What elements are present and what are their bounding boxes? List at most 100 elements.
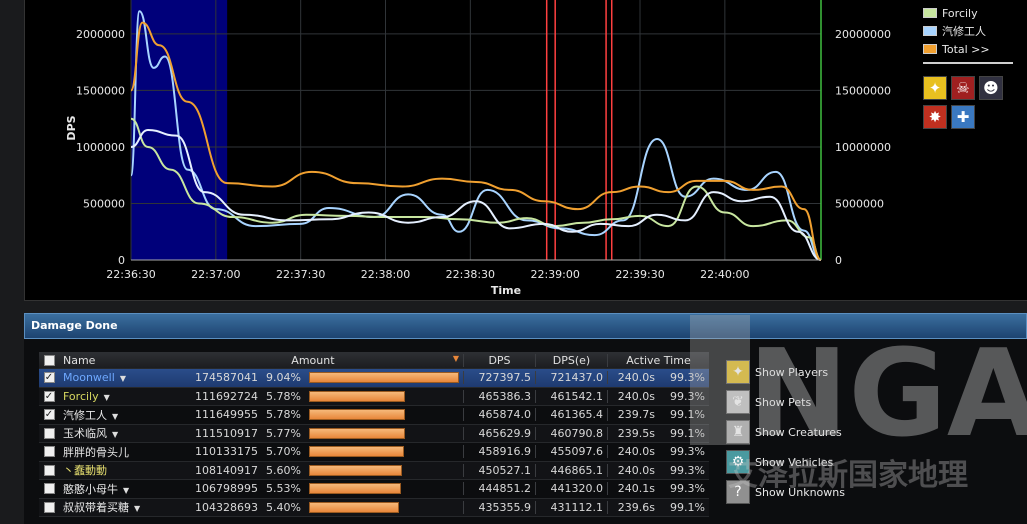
dps-cell: 444851.2 [463, 482, 535, 496]
checkbox[interactable]: ✓ [43, 409, 55, 421]
player-name-cell[interactable]: 叔叔带着买糖 ▼ [59, 499, 174, 515]
dpse-cell: 446865.1 [535, 463, 607, 477]
dpse-cell: 460790.8 [535, 426, 607, 440]
chevron-down-icon[interactable]: ▼ [103, 392, 110, 402]
column-header-dps[interactable]: DPS [463, 353, 535, 367]
select-all-checkbox[interactable] [39, 354, 59, 366]
checkbox[interactable] [43, 427, 55, 439]
y-axis-title: DPS [65, 115, 78, 140]
vehicle-icon[interactable]: ⚙ [726, 450, 750, 474]
legend-item[interactable]: Total >> [923, 40, 1027, 58]
row-checkbox[interactable] [39, 427, 59, 439]
skull-crossbones-icon[interactable]: ☠ [951, 76, 975, 100]
chevron-down-icon[interactable]: ▼ [112, 411, 119, 421]
player-name: Forcily [63, 389, 99, 403]
filter-show-vehicles[interactable]: ⚙ Show Vehicles [726, 447, 845, 477]
checkbox[interactable] [43, 446, 55, 458]
amount-bar [309, 464, 402, 476]
amount-cell: 104328693 [195, 500, 258, 514]
player-name: 胖胖的骨头儿 [63, 445, 129, 459]
table-row[interactable]: ✓ Moonwell ▼ 174587041 9.04% 727397.5 721437.0… [39, 369, 709, 388]
question-icon[interactable]: ? [726, 480, 750, 504]
amount-bar [309, 427, 405, 439]
chevron-down-icon[interactable]: ▼ [123, 485, 130, 495]
dps-cell: 450527.1 [463, 463, 535, 477]
legend-item[interactable]: 汽修工人 [923, 22, 1027, 40]
figure-icon[interactable]: ♜ [726, 420, 750, 444]
table-row[interactable]: 玉术临风 ▼ 111510917 5.77% 465629.9 460790.8 239.5… [39, 424, 709, 443]
checkbox[interactable] [43, 483, 55, 495]
y-right-tick-label: 15000000 [835, 84, 891, 97]
checkbox[interactable]: ✓ [43, 372, 55, 384]
ghoul-face-icon[interactable]: ☻ [979, 76, 1003, 100]
row-checkbox[interactable]: ✓ [39, 390, 59, 402]
player-name-cell[interactable]: 胖胖的骨头儿 [59, 444, 174, 460]
filter-show-unknowns[interactable]: ? Show Unknowns [726, 477, 845, 507]
row-checkbox[interactable]: ✓ [39, 409, 59, 421]
y-left-tick-label: 1000000 [76, 141, 125, 154]
dpse-cell: 461365.4 [535, 408, 607, 422]
x-tick-label: 22:39:30 [615, 268, 664, 281]
chevron-down-icon[interactable]: ▼ [119, 374, 126, 384]
checkbox[interactable]: ✓ [43, 390, 55, 402]
row-checkbox[interactable] [39, 483, 59, 495]
table-row[interactable]: 憨憨小母牛 ▼ 106798995 5.53% 444851.2 441320.0 240.… [39, 480, 709, 499]
checkbox[interactable] [43, 501, 55, 513]
series-line [130, 117, 822, 261]
player-name-cell[interactable]: 丶蠢動動 [59, 462, 174, 478]
paw-icon[interactable]: ❦ [726, 390, 750, 414]
amount-bar [309, 372, 459, 384]
amount-bar [309, 446, 404, 458]
filter-show-pets[interactable]: ❦ Show Pets [726, 387, 845, 417]
y-right-tick-label: 5000000 [835, 197, 884, 210]
banana-icon[interactable]: ✦ [923, 76, 947, 100]
active-pct-cell: 99.1% [670, 426, 705, 440]
player-name-cell[interactable]: Moonwell ▼ [59, 371, 174, 384]
player-name-cell[interactable]: Forcily ▼ [59, 390, 174, 403]
active-pct-cell: 99.3% [670, 389, 705, 403]
checkbox[interactable] [43, 464, 55, 476]
column-header-dpse[interactable]: DPS(e) [535, 353, 607, 367]
percent-cell: 9.04% [266, 371, 301, 385]
y-right-tick-label: 10000000 [835, 141, 891, 154]
row-checkbox[interactable] [39, 501, 59, 513]
active-time-cell: 240.0s [607, 445, 659, 459]
table-row[interactable]: 胖胖的骨头儿 110133175 5.70% 458916.9 455097.6 240.… [39, 443, 709, 462]
x-axis-title: Time [491, 284, 521, 297]
row-checkbox[interactable] [39, 446, 59, 458]
player-name: 叔叔带着买糖 [63, 501, 129, 515]
active-pct-cell: 99.1% [670, 408, 705, 422]
amount-bar [309, 483, 401, 495]
cross-icon[interactable]: ✚ [951, 105, 975, 129]
active-time-cell: 240.0s [607, 389, 659, 403]
table-row[interactable]: ✓ 汽修工人 ▼ 111649955 5.78% 465874.0 461365.4 239.… [39, 406, 709, 425]
column-header-active-time[interactable]: Active Time [607, 353, 709, 367]
column-header-name[interactable]: Name [63, 353, 96, 367]
player-name-cell[interactable]: 玉术临风 ▼ [59, 425, 174, 441]
filter-show-creatures[interactable]: ♜ Show Creatures [726, 417, 845, 447]
player-name-cell[interactable]: 憨憨小母牛 ▼ [59, 481, 174, 497]
amount-bar [309, 501, 399, 513]
damage-done-header: Damage Done [24, 313, 1027, 339]
row-checkbox[interactable]: ✓ [39, 372, 59, 384]
filter-label: Show Pets [755, 395, 812, 409]
banana-icon[interactable]: ✦ [726, 360, 750, 384]
filter-show-players[interactable]: ✦ Show Players [726, 357, 845, 387]
chevron-down-icon[interactable]: ▼ [112, 430, 119, 440]
dpse-cell: 455097.6 [535, 445, 607, 459]
percent-cell: 5.78% [266, 408, 301, 422]
table-row[interactable]: ✓ Forcily ▼ 111692724 5.78% 465386.3 461542.1 2… [39, 387, 709, 406]
row-checkbox[interactable] [39, 464, 59, 476]
x-tick-label: 22:38:30 [446, 268, 495, 281]
burst-icon[interactable]: ✸ [923, 105, 947, 129]
dpse-cell: 441320.0 [535, 482, 607, 496]
table-row[interactable]: 丶蠢動動 108140917 5.60% 450527.1 446865.1 240.0s… [39, 461, 709, 480]
legend-item[interactable]: Forcily [923, 4, 1027, 22]
chevron-down-icon[interactable]: ▼ [134, 504, 141, 514]
table-row[interactable]: 叔叔带着买糖 ▼ 104328693 5.40% 435355.9 431112.1 239… [39, 498, 709, 517]
column-header-amount[interactable]: Amount ▼ [291, 353, 459, 367]
legend-label: Total >> [942, 42, 990, 56]
legend-swatch [923, 26, 937, 36]
player-name-cell[interactable]: 汽修工人 ▼ [59, 407, 174, 423]
unit-filter-list: ✦ Show Players ❦ Show Pets ♜ Show Creatures ⚙ S… [726, 357, 845, 507]
